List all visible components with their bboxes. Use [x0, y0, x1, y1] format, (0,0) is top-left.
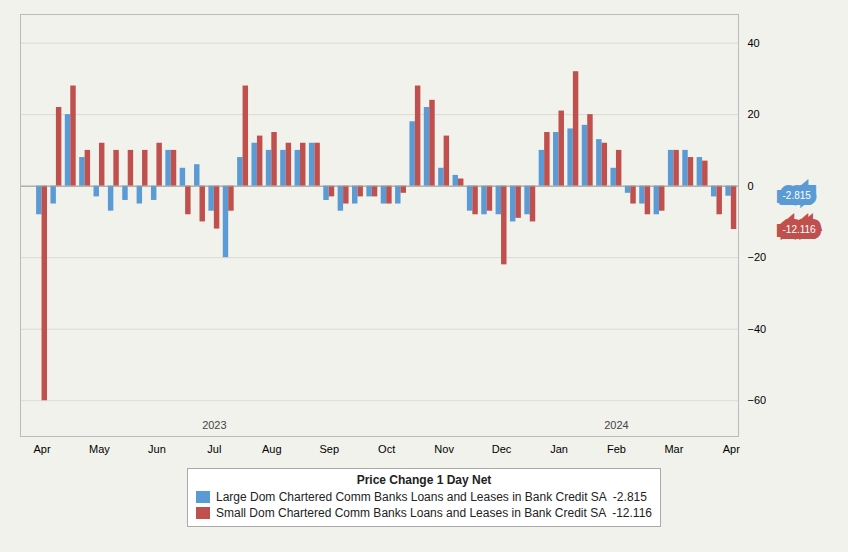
svg-text:Apr: Apr [33, 443, 50, 455]
svg-text:0: 0 [748, 180, 754, 192]
svg-text:40: 40 [748, 37, 760, 49]
svg-text:Jun: Jun [148, 443, 166, 455]
svg-text:Feb: Feb [607, 443, 626, 455]
html-text:Large Dom Chartered Comm Banks: Large Dom Chartered Comm Banks Loans and… [216, 490, 647, 504]
svg-text:-12.116: -12.116 [783, 224, 817, 235]
svg-text:May: May [89, 443, 110, 455]
svg-text:2023: 2023 [202, 419, 226, 431]
svg-text:−60: −60 [748, 394, 767, 406]
svg-text:2024: 2024 [604, 419, 628, 431]
svg-text:Dec: Dec [492, 443, 512, 455]
svg-text:Jul: Jul [207, 443, 221, 455]
svg-text:Aug: Aug [262, 443, 282, 455]
svg-text:-2.815: -2.815 [783, 190, 812, 201]
svg-text:Oct: Oct [378, 443, 395, 455]
html-text:Price Change 1 Day Net: Price Change 1 Day Net [356, 473, 492, 487]
svg-text:−40: −40 [748, 323, 767, 335]
svg-text:Nov: Nov [434, 443, 454, 455]
svg-text:−20: −20 [748, 251, 767, 263]
svg-text:Jan: Jan [550, 443, 568, 455]
svg-text:Mar: Mar [664, 443, 683, 455]
html-text:Small Dom Chartered Comm Banks: Small Dom Chartered Comm Banks Loans and… [216, 506, 652, 520]
svg-text:20: 20 [748, 108, 760, 120]
svg-text:Apr: Apr [723, 443, 740, 455]
svg-text:Sep: Sep [319, 443, 339, 455]
